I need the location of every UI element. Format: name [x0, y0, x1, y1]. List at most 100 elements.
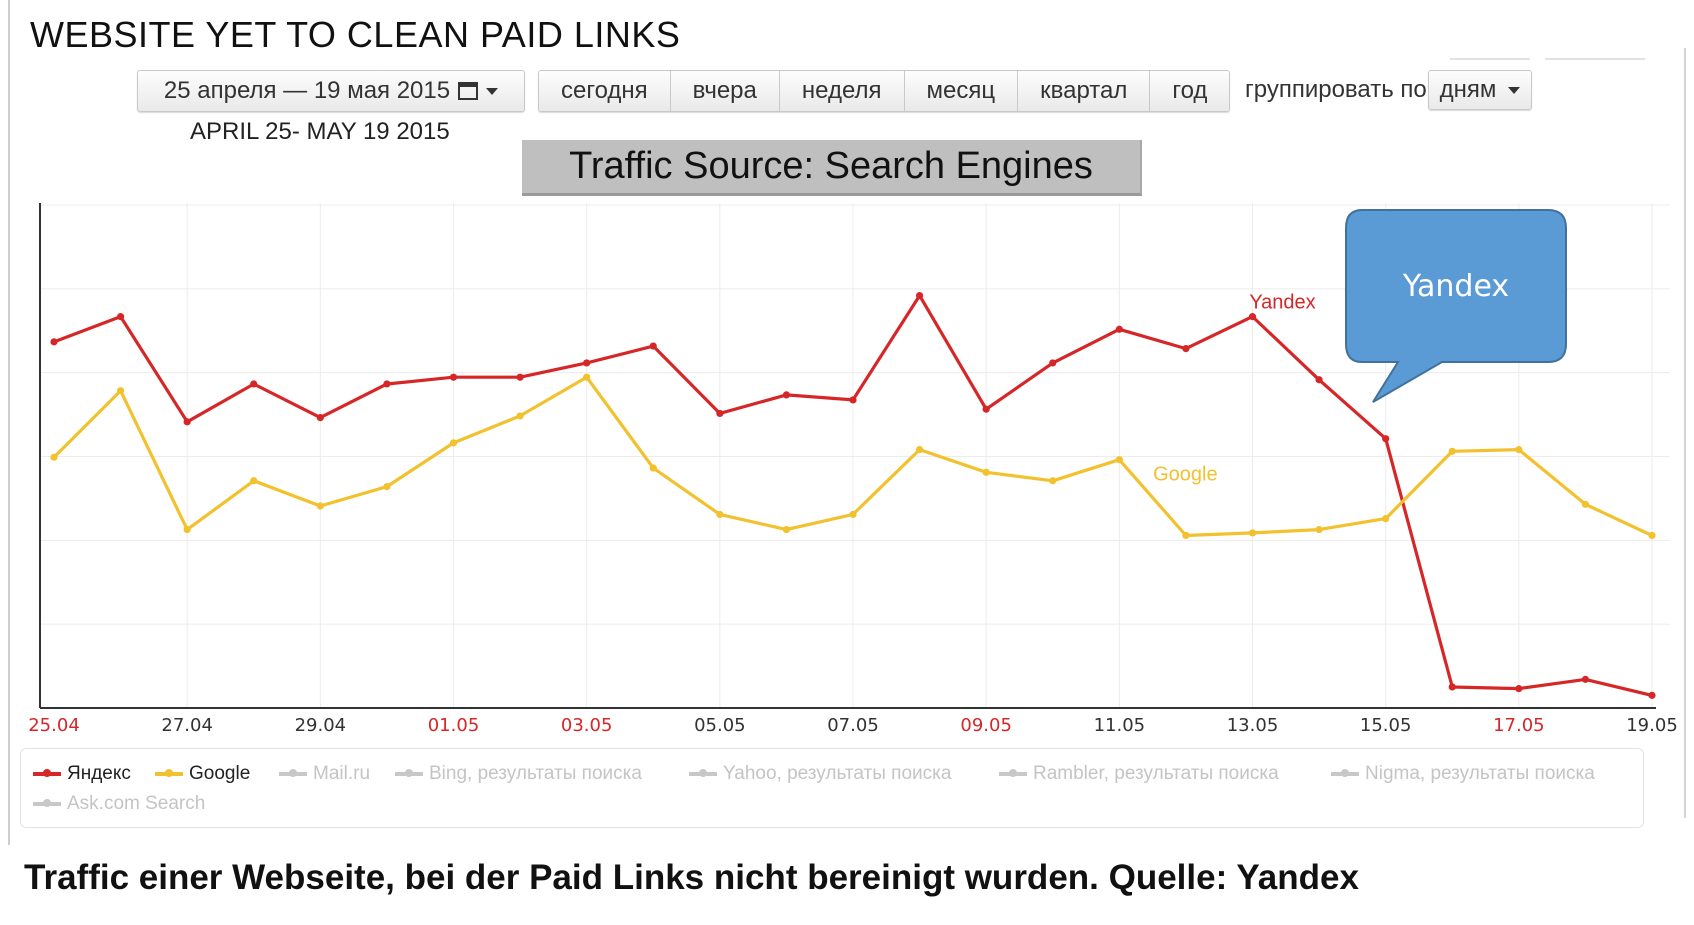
- period-week-button[interactable]: неделя: [779, 71, 905, 111]
- data-point-google: [449, 439, 458, 447]
- data-point-google: [1648, 531, 1656, 540]
- data-point-yandex: [849, 396, 857, 404]
- data-point-yandex: [1182, 345, 1190, 353]
- legend-swatch: [33, 769, 61, 777]
- data-point-google: [782, 525, 791, 534]
- chart-legend: Яндекс Google Mail.ru Bing, результаты поис…: [20, 748, 1644, 828]
- data-point-google: [1581, 500, 1590, 508]
- legend-label: Yahoo, результаты поиска: [723, 763, 952, 784]
- x-tick-label: 09.05: [960, 715, 1012, 736]
- legend-swatch: [1331, 769, 1359, 777]
- data-point-yandex: [183, 418, 191, 426]
- data-point-yandex: [1049, 359, 1057, 367]
- data-point-google: [183, 525, 191, 534]
- group-by-value: дням: [1439, 76, 1497, 103]
- data-point-google: [1049, 477, 1057, 485]
- period-yesterday-button[interactable]: вчера: [670, 71, 780, 111]
- legend-swatch: [395, 769, 423, 777]
- date-range-caption: APRIL 25- MAY 19 2015: [190, 118, 450, 145]
- period-today-button[interactable]: сегодня: [539, 71, 671, 111]
- data-point-google: [1382, 515, 1390, 523]
- data-point-yandex: [915, 291, 924, 300]
- group-by-label: группировать по: [1245, 76, 1427, 103]
- frame-top-segment: [1450, 58, 1530, 60]
- group-by-select[interactable]: дням: [1428, 70, 1532, 110]
- data-point-google: [1182, 531, 1190, 540]
- data-point-yandex: [716, 409, 724, 418]
- data-point-google: [849, 510, 857, 519]
- legend-label: Mail.ru: [313, 763, 371, 784]
- legend-swatch: [999, 769, 1027, 777]
- legend-item[interactable]: Яндекс: [33, 763, 131, 785]
- legend-item[interactable]: Nigma, результаты поиска: [1331, 763, 1595, 785]
- legend-item[interactable]: Mail.ru: [279, 763, 370, 785]
- data-point-yandex: [649, 342, 657, 350]
- legend-label: Яндекс: [67, 763, 131, 784]
- data-point-yandex: [316, 414, 324, 422]
- period-quarter-button[interactable]: квартал: [1018, 71, 1151, 111]
- data-point-yandex: [782, 391, 791, 399]
- legend-label: Rambler, результаты поиска: [1033, 763, 1279, 784]
- legend-label: Ask.com Search: [67, 793, 206, 814]
- data-point-yandex: [1315, 376, 1323, 384]
- data-point-yandex: [1581, 675, 1590, 683]
- chevron-down-icon: [486, 87, 499, 95]
- data-point-yandex: [1448, 683, 1456, 691]
- data-point-yandex: [116, 313, 125, 321]
- x-tick-label: 05.05: [694, 715, 746, 736]
- data-point-google: [116, 387, 125, 395]
- legend-swatch: [33, 799, 61, 807]
- x-tick-label: 03.05: [561, 715, 613, 736]
- x-tick-label: 13.05: [1227, 715, 1279, 736]
- date-range-label: 25 апреля — 19 мая 2015: [163, 77, 451, 104]
- x-tick-label: 07.05: [827, 715, 879, 736]
- data-point-yandex: [50, 338, 58, 346]
- x-tick-label: 11.05: [1094, 715, 1146, 736]
- data-point-yandex: [1382, 435, 1390, 443]
- period-year-button[interactable]: год: [1150, 71, 1230, 111]
- callout-bubble: [1345, 209, 1567, 403]
- x-tick-label: 01.05: [428, 715, 480, 736]
- figure-caption: Traffic einer Webseite, bei der Paid Lin…: [24, 858, 1359, 897]
- x-tick-label: 17.05: [1493, 715, 1545, 736]
- data-point-google: [50, 453, 58, 461]
- data-point-google: [1248, 529, 1257, 537]
- data-point-google: [250, 477, 258, 485]
- data-point-google: [1515, 446, 1523, 454]
- data-point-yandex: [1248, 313, 1257, 321]
- legend-item[interactable]: Google: [155, 763, 250, 785]
- data-point-yandex: [583, 359, 591, 367]
- legend-item[interactable]: Bing, результаты поиска: [395, 763, 642, 785]
- legend-swatch: [279, 769, 307, 777]
- callout-text: Yandex: [1402, 269, 1509, 304]
- data-point-google: [316, 502, 324, 510]
- x-tick-label: 19.05: [1626, 715, 1678, 736]
- legend-item[interactable]: Ask.com Search: [33, 793, 205, 815]
- data-point-google: [649, 464, 657, 472]
- x-tick-label: 15.05: [1360, 715, 1412, 736]
- date-range-picker[interactable]: 25 апреля — 19 мая 2015: [137, 70, 525, 112]
- legend-label: Nigma, результаты поиска: [1365, 763, 1595, 784]
- data-point-yandex: [1115, 325, 1123, 333]
- legend-swatch: [155, 769, 183, 777]
- data-point-google: [516, 412, 524, 420]
- legend-label: Bing, результаты поиска: [429, 763, 642, 784]
- x-tick-label: 27.04: [161, 715, 213, 736]
- legend-item[interactable]: Rambler, результаты поиска: [999, 763, 1279, 785]
- data-point-yandex: [383, 380, 391, 388]
- data-point-google: [1448, 447, 1456, 455]
- series-label-yandex: Yandex: [1249, 292, 1315, 314]
- period-month-button[interactable]: месяц: [904, 71, 1019, 111]
- data-point-yandex: [982, 405, 990, 413]
- chart-title: Traffic Source: Search Engines: [522, 140, 1142, 196]
- frame-left-border: [8, 0, 10, 845]
- data-point-google: [982, 468, 990, 476]
- data-point-yandex: [1515, 685, 1523, 693]
- data-point-google: [1115, 456, 1123, 464]
- data-point-google: [915, 446, 924, 454]
- data-point-yandex: [516, 373, 524, 381]
- legend-item[interactable]: Yahoo, результаты поиска: [689, 763, 951, 785]
- frame-top-segment: [1545, 58, 1645, 60]
- x-tick-label: 25.04: [28, 715, 80, 736]
